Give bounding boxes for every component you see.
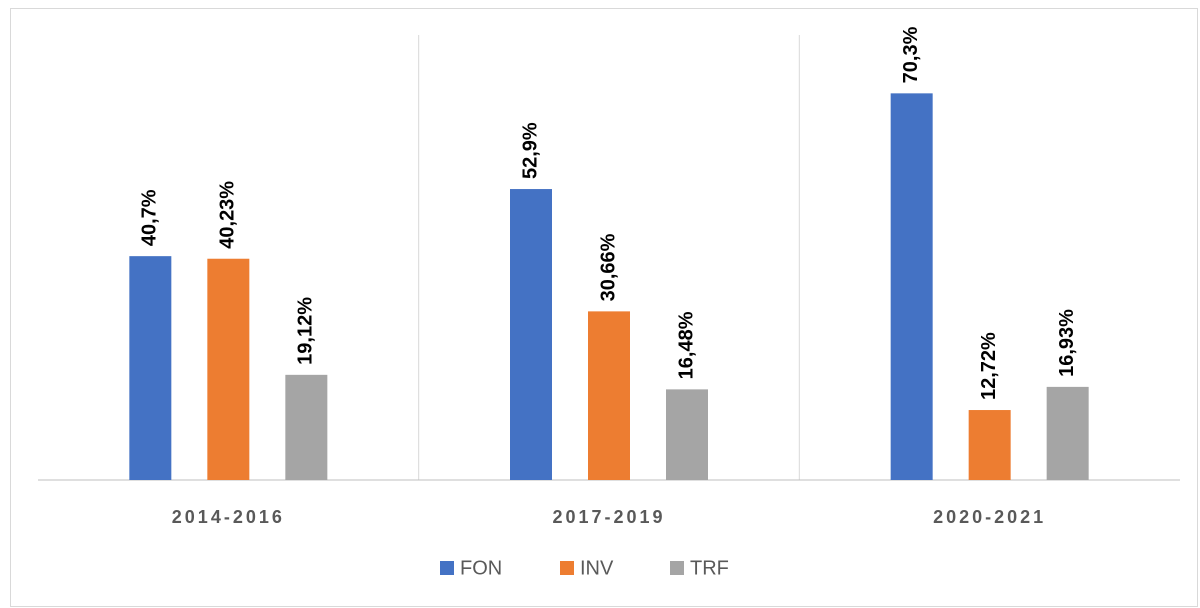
bar <box>588 311 630 480</box>
value-label: 16,48% <box>675 311 697 379</box>
x-tick-label: 2017-2019 <box>552 507 665 527</box>
bar <box>968 410 1011 480</box>
value-label: 16,93% <box>1056 309 1078 377</box>
x-tick-label: 2020-2021 <box>933 507 1046 527</box>
legend-label: TRF <box>690 557 729 579</box>
value-label: 19,12% <box>295 297 317 365</box>
legend-swatch <box>670 561 684 575</box>
value-label: 52,9% <box>519 122 541 179</box>
bar <box>129 256 172 480</box>
value-label: 70,3% <box>900 26 922 83</box>
legend-label: INV <box>580 557 614 579</box>
legend-label: FON <box>460 557 502 579</box>
bar <box>890 93 933 480</box>
bar <box>1046 386 1089 480</box>
bar <box>285 374 328 480</box>
bar <box>207 258 250 480</box>
bar <box>666 389 708 480</box>
legend-swatch <box>440 561 454 575</box>
value-label: 40,7% <box>139 189 161 246</box>
value-label: 40,23% <box>217 181 239 249</box>
bar <box>510 189 552 481</box>
legend-swatch <box>560 561 574 575</box>
value-label: 12,72% <box>978 332 1000 400</box>
value-label: 30,66% <box>597 233 619 301</box>
x-tick-label: 2014-2016 <box>172 507 285 527</box>
